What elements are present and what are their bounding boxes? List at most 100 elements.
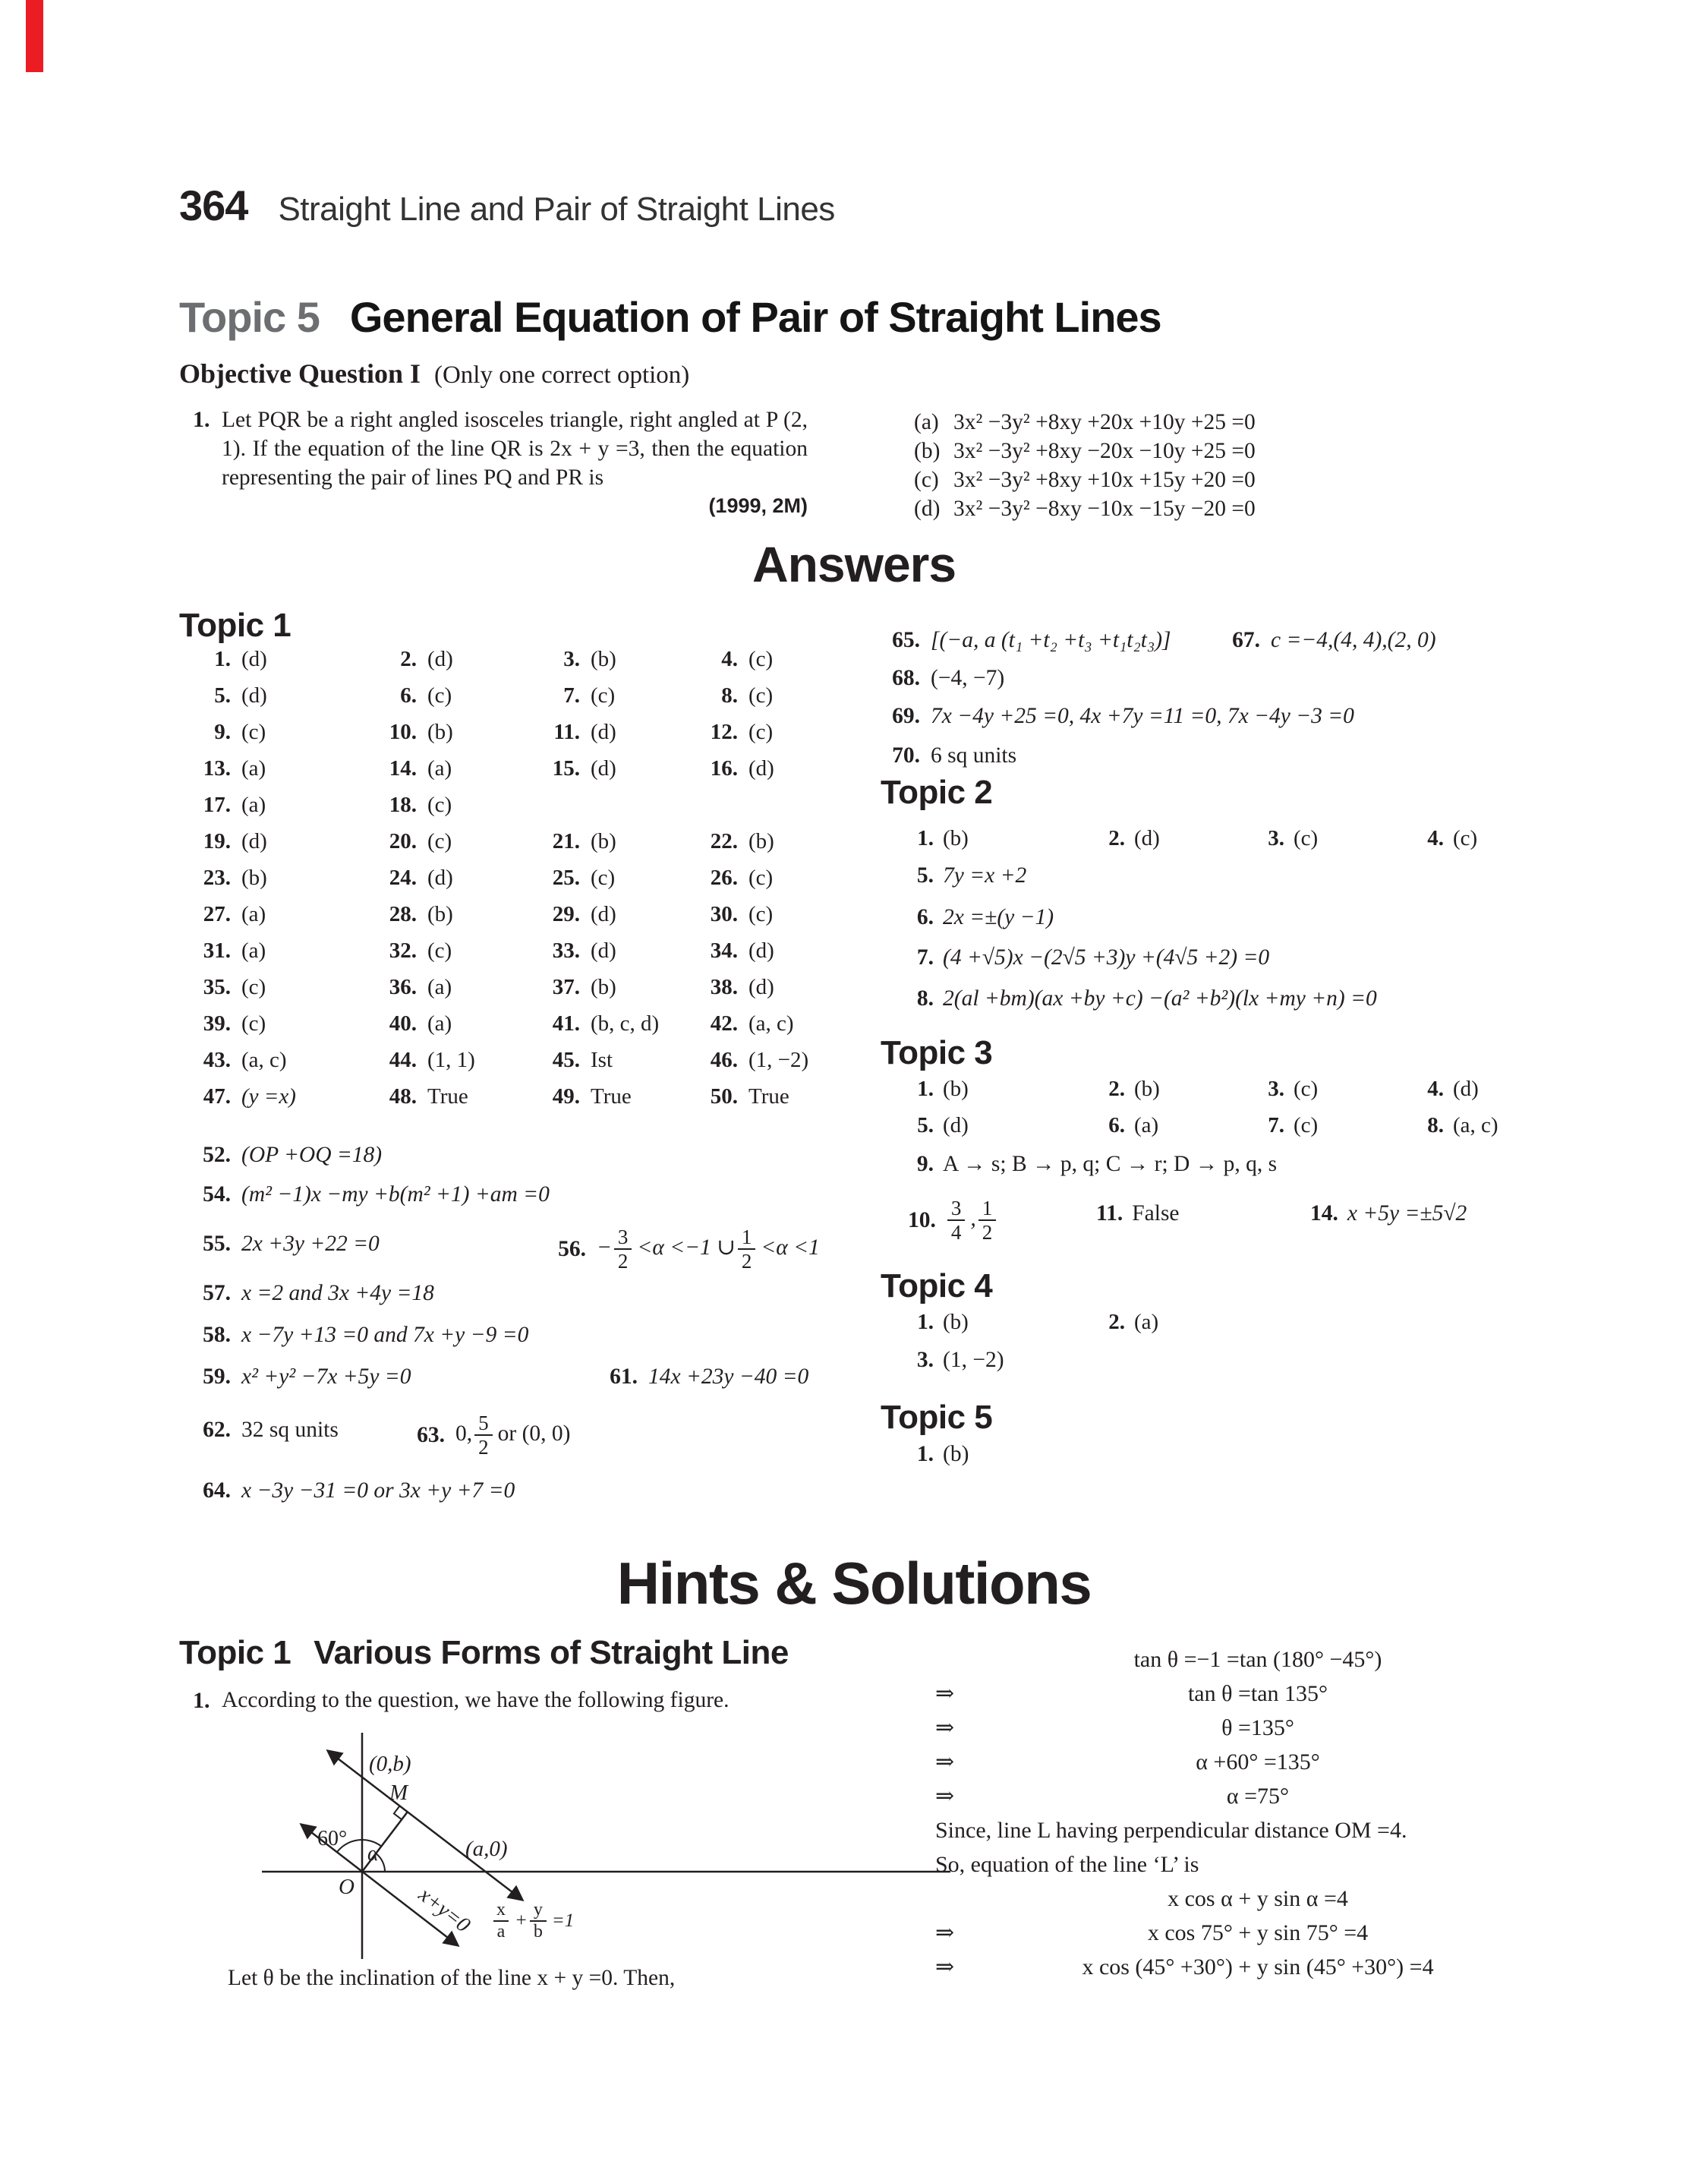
answer-item-t2-8: 8. 2(al +bm)(ax +by +c) −(a² +b²)(lx +my … <box>916 986 1377 1011</box>
chapter-title: Straight Line and Pair of Straight Lines <box>278 191 835 228</box>
answer-item: 27. (a) <box>203 902 266 926</box>
answer-item: 2. (a) <box>1108 1310 1159 1334</box>
angle-60-arc <box>336 1839 383 1853</box>
answer-item: 31. (a) <box>203 939 266 963</box>
figure-label-y-intercept: (0,b) <box>369 1752 411 1776</box>
hints-topic1-title: Various Forms of Straight Line <box>314 1634 789 1671</box>
hints-heading: Hints & Solutions <box>616 1550 1092 1617</box>
answer-item: 37. (b) <box>552 975 616 999</box>
answer-item: 46. (1, −2) <box>710 1048 809 1072</box>
question-option: (c) 3x² −3y² +8xy +10x +15y +20 =0 <box>914 468 1256 492</box>
answer-item <box>698 787 874 823</box>
solution-step: ⇒ α =75° <box>935 1783 1290 1809</box>
answer-item: 10. (b) <box>389 720 453 744</box>
answer-item-59: 59. x² +y² −7x +5y =0 <box>203 1364 411 1389</box>
figure-svg: (0,b) M 60° α O (a,0) <box>262 1733 950 1959</box>
answer-item: 2. (d) <box>400 647 453 671</box>
answers-heading: Answers <box>752 536 956 592</box>
answer-item: 8. (a, c) <box>1427 1113 1498 1137</box>
answer-item: 39. (c) <box>203 1011 266 1036</box>
answer-item-t4-3: 3. (1, −2) <box>916 1348 1004 1372</box>
answer-item-62: 62. 32 sq units <box>203 1418 339 1442</box>
answer-item: 38. (d) <box>710 975 774 999</box>
answer-item: 3. (c) <box>1268 1077 1319 1101</box>
answer-item: 4. (d) <box>1427 1077 1479 1101</box>
figure-label-x-intercept: (a,0) <box>465 1837 508 1861</box>
answer-item-61: 61. 14x +23y −40 =0 <box>610 1364 809 1389</box>
answer-item: 45. Ist <box>552 1048 613 1072</box>
answer-item: 18. (c) <box>389 793 452 817</box>
answer-item-52: 52. (OP +OQ =18) <box>203 1143 383 1167</box>
question-option: (a) 3x² −3y² +8xy +20x +10y +25 =0 <box>914 410 1256 434</box>
answer-item: 14. (a) <box>389 756 452 781</box>
solution-step: ⇒ x cos (45° +30°) + y sin (45° +30°) =4 <box>935 1954 1434 1980</box>
solution-step: Since, line L having perpendicular dista… <box>935 1817 1407 1843</box>
answers-topic1-heading: Topic 1 <box>179 607 291 644</box>
perpendicular-OM <box>361 1811 408 1872</box>
topic3-answer-grid: 1. (b) 2. (b) 3. (c) 4. (d) 5. (d) 6. (a) 7. (c) 8. (a,… <box>908 1071 1576 1144</box>
answer-item-57: 57. x =2 and 3x +4y =18 <box>203 1281 434 1305</box>
answer-item-t2-5: 5. 7y =x +2 <box>916 863 1027 888</box>
answer-item: 20. (c) <box>389 829 452 853</box>
answers-topic5-heading: Topic 5 <box>881 1399 993 1436</box>
answer-item: 4. (c) <box>721 647 774 671</box>
answer-item: 32. (c) <box>389 939 452 963</box>
answer-item: 29. (d) <box>552 902 616 926</box>
answer-item: 43. (a, c) <box>203 1048 287 1072</box>
figure-label-M: M <box>389 1781 409 1805</box>
answer-item-t3-9: 9. A → s; B → p, q; C → r; D → p, q, s <box>916 1152 1278 1176</box>
solution-step: ⇒ α +60° =135° <box>935 1749 1320 1775</box>
answer-item: 26. (c) <box>710 866 774 890</box>
answer-item-54: 54. (m² −1)x −my +b(m² +1) +am =0 <box>203 1182 550 1207</box>
objective-heading-row: Objective Question I (Only one correct o… <box>179 358 689 390</box>
topic5-title: General Equation of Pair of Straight Lin… <box>349 293 1162 341</box>
answer-item-67: 67. c =−4,(4, 4),(2, 0) <box>1232 628 1436 652</box>
right-angle-marker <box>392 1805 402 1821</box>
answer-item: 28. (b) <box>389 902 453 926</box>
answer-item <box>540 787 698 823</box>
angle-alpha-arc <box>375 1853 386 1872</box>
question-option: (d) 3x² −3y² −8xy −10x −15y −20 =0 <box>914 497 1256 521</box>
answer-item-58: 58. x −7y +13 =0 and 7x +y −9 =0 <box>203 1323 529 1347</box>
answer-item: 1. (b) <box>917 1077 969 1101</box>
answer-item: 1. (d) <box>214 647 267 671</box>
answer-item: 42. (a, c) <box>710 1011 794 1036</box>
intercept-line <box>326 1749 525 1901</box>
answer-item: 5. (d) <box>214 683 267 708</box>
answer-item: 41. (b, c, d) <box>552 1011 660 1036</box>
answer-item-69: 69. 7x −4y +25 =0, 4x +7y =11 =0, 7x −4y … <box>892 704 1354 728</box>
answer-item: 44. (1, 1) <box>389 1048 475 1072</box>
answer-item: 2. (d) <box>1108 826 1160 850</box>
hints-topic1-heading: Topic 1 Various Forms of Straight Line <box>179 1634 789 1672</box>
answer-item: 33. (d) <box>552 939 616 963</box>
answer-item-56: 56. −3 2 <α <−1 ∪ 1 2 <α <1 <box>558 1225 820 1273</box>
section-color-tab <box>26 0 43 72</box>
answer-item: 7. (c) <box>1268 1113 1319 1137</box>
answer-item: 24. (d) <box>389 866 453 890</box>
question-option: (b) 3x² −3y² +8xy −20x −10y +25 =0 <box>914 439 1256 463</box>
answer-item: 11. (d) <box>553 720 616 744</box>
answer-item: 22. (b) <box>710 829 774 853</box>
answer-item: 6. (a) <box>1108 1113 1159 1137</box>
objective-heading: Objective Question I <box>179 358 421 389</box>
answer-item: 7. (c) <box>563 683 616 708</box>
answer-item-t3-11: 11. False <box>1096 1201 1180 1226</box>
question-marks: (1999, 2M) <box>708 494 808 517</box>
solution-step: ⇒ θ =135° <box>935 1715 1294 1741</box>
answers-topic3-heading: Topic 3 <box>881 1034 993 1071</box>
solution-steps: tan θ =−1 =tan (180° −45°) ⇒ tan θ =tan 13… <box>935 1642 1527 1984</box>
topic5-heading: Topic 5 General Equation of Pair of Stra… <box>179 292 1162 342</box>
answer-item: 5. (d) <box>917 1113 969 1137</box>
answer-item: 50. True <box>710 1084 789 1109</box>
answer-item: 34. (d) <box>710 939 774 963</box>
page-header: 364 Straight Line and Pair of Straight L… <box>179 181 835 230</box>
question-number: 1. <box>193 407 210 432</box>
hints-step-text: According to the question, we have the f… <box>222 1688 730 1712</box>
answer-item-t5-1: 1. (b) <box>916 1442 969 1466</box>
